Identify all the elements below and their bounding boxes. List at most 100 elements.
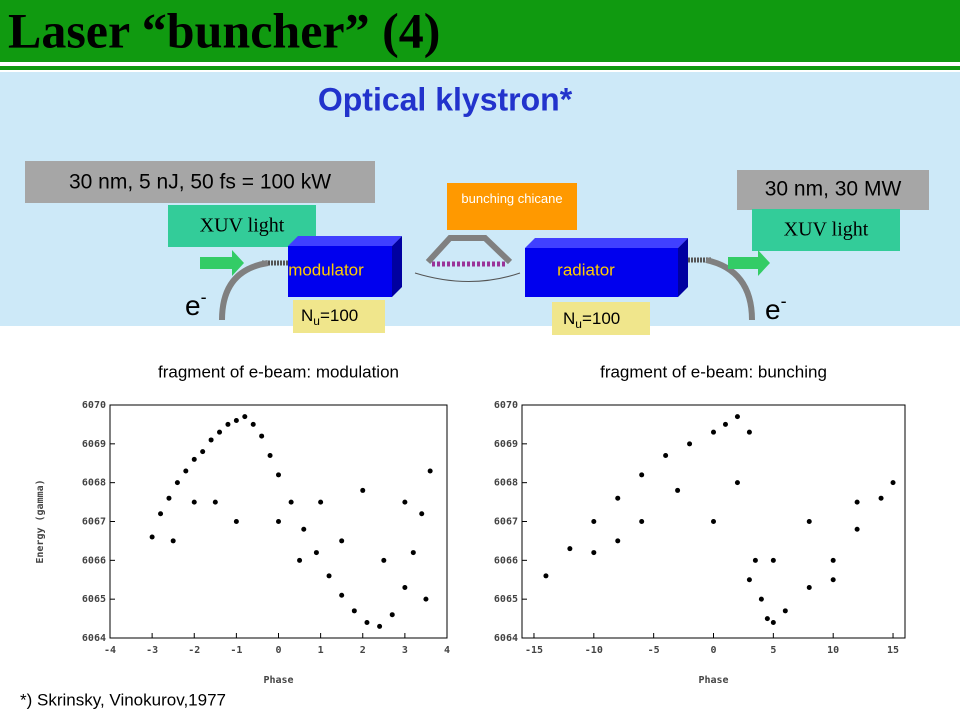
scatter-point [158, 511, 164, 517]
scatter-point [389, 612, 395, 618]
scatter-point [663, 452, 669, 458]
x-tick-label: 10 [827, 645, 839, 656]
scatter-point [339, 538, 345, 544]
scatter-point [615, 538, 621, 544]
x-tick-label: 4 [444, 645, 450, 656]
scatter-point [854, 499, 860, 505]
scatter-point [170, 538, 176, 544]
output-light-box [752, 209, 900, 251]
chart-title: fragment of e-beam: modulation [158, 362, 399, 381]
scatter-point [233, 418, 239, 424]
chicane-text: bunching chicane [461, 191, 562, 206]
x-tick-label: -5 [648, 645, 660, 656]
electron-out: e- [765, 291, 787, 326]
y-tick-label: 6068 [82, 478, 106, 489]
nu-box-1 [293, 300, 385, 333]
output-label-box [737, 170, 929, 210]
y-tick-label: 6065 [494, 594, 518, 605]
x-tick-label: -3 [146, 645, 158, 656]
scatter-point [782, 608, 788, 614]
chart-title: fragment of e-beam: bunching [600, 362, 827, 381]
scatter-point [313, 550, 319, 556]
scatter-point [149, 534, 155, 540]
x-tick-label: -4 [104, 645, 116, 656]
scatter-point [351, 608, 357, 614]
scatter-point [297, 557, 303, 563]
scatter-point [746, 577, 752, 583]
y-tick-label: 6067 [494, 517, 518, 528]
x-axis-label: Phase [698, 675, 728, 686]
y-axis-label: Energy (gamma) [35, 479, 46, 563]
scatter-point [242, 414, 248, 420]
y-tick-label: 6070 [494, 400, 518, 411]
scatter-point [567, 546, 573, 552]
electron-charge: - [201, 287, 207, 307]
nu-label-1: Nu=100 [301, 306, 358, 328]
scatter-point [746, 429, 752, 435]
scatter-point [591, 550, 597, 556]
y-tick-label: 6069 [82, 439, 106, 450]
x-tick-label: 0 [710, 645, 716, 656]
input-label-box [25, 161, 375, 203]
x-axis-label: Phase [263, 675, 293, 686]
nu-symbol: N [301, 306, 313, 325]
nu-symbol: N [563, 309, 575, 328]
y-tick-label: 6068 [494, 478, 518, 489]
scatter-point [183, 468, 189, 474]
scatter-point [377, 623, 383, 629]
scatter-point [591, 519, 597, 524]
output-light: XUV light [784, 219, 869, 241]
modulator-label: modulator [288, 260, 364, 279]
x-tick-label: 2 [360, 645, 366, 656]
scatter-point [639, 519, 645, 524]
x-tick-label: -1 [230, 645, 242, 656]
y-tick-label: 6067 [82, 517, 106, 528]
output-label: 30 nm, 30 MW [765, 178, 902, 201]
scatter-point [806, 585, 812, 591]
scatter-point [288, 499, 294, 505]
x-tick-label: 5 [770, 645, 776, 656]
scatter-point [890, 480, 896, 486]
scatter-point [543, 573, 549, 579]
electron-symbol: e [185, 290, 201, 321]
scatter-point [326, 573, 332, 579]
scatter-point [402, 585, 408, 591]
radiator-side [678, 238, 688, 297]
slide-title: Laser “buncher” (4) [8, 2, 440, 58]
nu-box-2 [552, 302, 650, 335]
beam-in [219, 260, 269, 321]
y-tick-label: 6065 [82, 594, 106, 605]
scatter-point [687, 441, 693, 447]
modulator-top [288, 236, 402, 246]
scatter-point [212, 499, 218, 505]
scatter-point [208, 437, 214, 443]
scatter-point [734, 414, 740, 420]
scatter-point [830, 577, 836, 583]
y-tick-label: 6070 [82, 400, 106, 411]
nu-value: =100 [320, 306, 358, 325]
y-tick-label: 6066 [494, 555, 518, 566]
scatter-point [217, 429, 223, 435]
scatter-point [419, 511, 425, 517]
radiator-top [525, 238, 688, 248]
radiator-box [525, 248, 678, 297]
radiator-label: radiator [557, 260, 615, 279]
footnote: *) Skrinsky, Vinokurov,1977 [20, 690, 226, 709]
electron-in: e- [185, 287, 207, 322]
scatter-point [301, 526, 307, 532]
output-arrow [728, 250, 770, 276]
chicane-label: bunching chicane [461, 191, 562, 206]
scatter-point [830, 557, 836, 563]
scatter-point [675, 487, 681, 493]
scatter-point [402, 499, 408, 505]
scatter-point [318, 499, 324, 505]
scatter-point [806, 519, 812, 524]
input-light-box [168, 205, 316, 247]
nu-subscript: u [575, 317, 582, 331]
scatter-point [770, 619, 776, 625]
y-tick-label: 6064 [82, 633, 106, 644]
scatter-point [200, 449, 206, 455]
y-tick-label: 6069 [494, 439, 518, 450]
input-label: 30 nm, 5 nJ, 50 fs = 100 kW [69, 171, 331, 194]
scatter-point [381, 557, 387, 563]
